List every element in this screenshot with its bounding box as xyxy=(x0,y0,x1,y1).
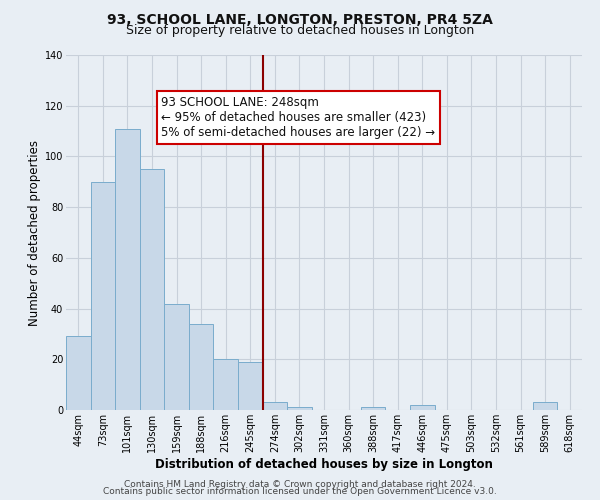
Y-axis label: Number of detached properties: Number of detached properties xyxy=(28,140,41,326)
Text: Size of property relative to detached houses in Longton: Size of property relative to detached ho… xyxy=(126,24,474,37)
Bar xyxy=(140,169,164,410)
Bar xyxy=(238,362,263,410)
Bar xyxy=(410,405,434,410)
X-axis label: Distribution of detached houses by size in Longton: Distribution of detached houses by size … xyxy=(155,458,493,470)
Bar xyxy=(66,336,91,410)
Text: Contains HM Land Registry data © Crown copyright and database right 2024.: Contains HM Land Registry data © Crown c… xyxy=(124,480,476,489)
Bar xyxy=(164,304,189,410)
Text: Contains public sector information licensed under the Open Government Licence v3: Contains public sector information licen… xyxy=(103,487,497,496)
Bar xyxy=(91,182,115,410)
Text: 93, SCHOOL LANE, LONGTON, PRESTON, PR4 5ZA: 93, SCHOOL LANE, LONGTON, PRESTON, PR4 5… xyxy=(107,12,493,26)
Bar xyxy=(214,360,238,410)
Bar xyxy=(287,408,312,410)
Bar xyxy=(263,402,287,410)
Bar xyxy=(533,402,557,410)
Bar xyxy=(361,408,385,410)
Text: 93 SCHOOL LANE: 248sqm
← 95% of detached houses are smaller (423)
5% of semi-det: 93 SCHOOL LANE: 248sqm ← 95% of detached… xyxy=(161,96,436,139)
Bar xyxy=(189,324,214,410)
Bar xyxy=(115,128,140,410)
